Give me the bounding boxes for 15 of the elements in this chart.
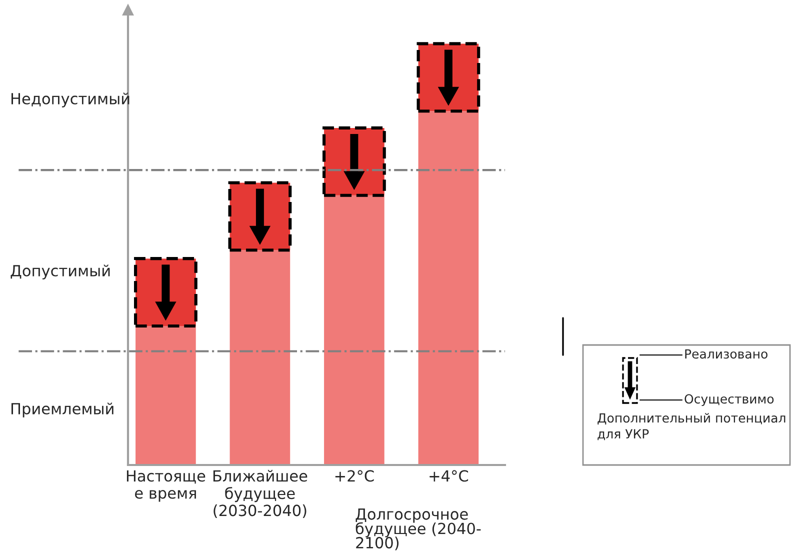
text: Осуществимо: [684, 394, 774, 406]
x-tick-label: Настояще е время: [126, 470, 206, 502]
bar: [324, 195, 384, 465]
bar: [418, 111, 479, 465]
x-tick-label: Ближайшее будущее (2030-2040): [213, 470, 308, 518]
text: Приемлемый: [12, 402, 114, 418]
text: Дополнительный потенциал для УКР: [598, 413, 786, 440]
annotation: Недопустимый: [12, 92, 130, 108]
text: Реализовано: [685, 349, 768, 359]
bar: [230, 250, 290, 465]
bar: [136, 326, 196, 465]
x-tick-label: +2°C: [335, 470, 374, 482]
x-tick-label: +4°C: [430, 470, 468, 482]
text: Допустимый: [10, 264, 110, 280]
text: Долгосрочное будущее (2040- 2100): [356, 508, 481, 550]
